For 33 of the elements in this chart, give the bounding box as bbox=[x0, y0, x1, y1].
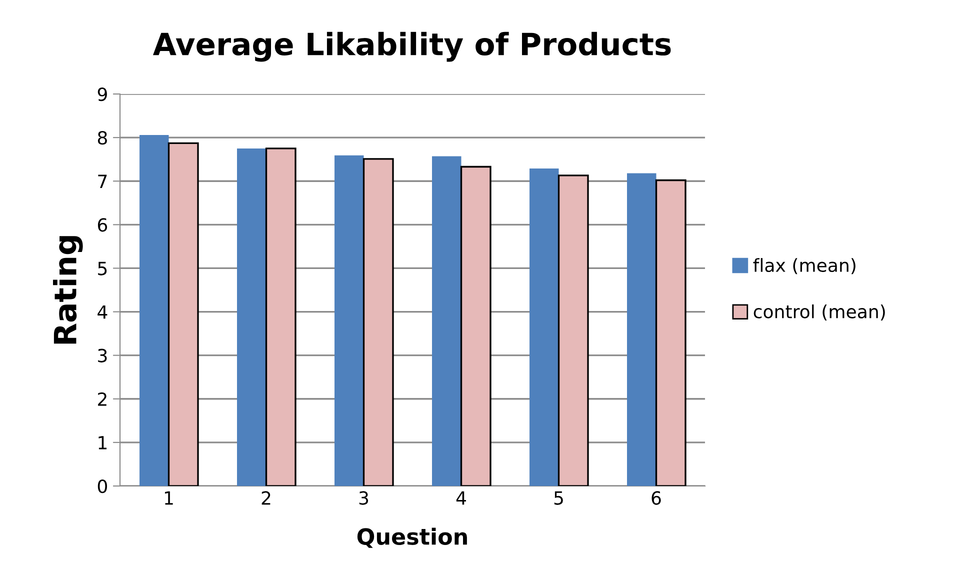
x-axis-title: Question bbox=[357, 528, 467, 548]
bar bbox=[460, 166, 492, 486]
y-tick-label: 5 bbox=[98, 262, 107, 276]
bar bbox=[265, 148, 296, 486]
bar bbox=[627, 173, 656, 486]
y-tick-label: 2 bbox=[98, 392, 106, 406]
y-tick-label: 6 bbox=[98, 218, 108, 232]
y-axis-title: Rating bbox=[53, 236, 83, 344]
y-tick-label: 4 bbox=[98, 305, 108, 319]
legend-label: control (mean) bbox=[754, 304, 885, 321]
y-tick-label: 1 bbox=[98, 436, 107, 450]
chart-title: Average Likability of Products bbox=[152, 32, 671, 62]
x-tick-label: 2 bbox=[262, 491, 270, 505]
y-tick-label: 3 bbox=[98, 348, 107, 362]
bar bbox=[140, 134, 169, 486]
legend-label: flax (mean) bbox=[753, 258, 856, 274]
bar bbox=[558, 174, 589, 486]
x-tick-label: 5 bbox=[554, 491, 563, 505]
bar bbox=[334, 155, 364, 486]
x-tick-label: 4 bbox=[456, 491, 466, 505]
y-tick-label: 0 bbox=[98, 479, 107, 494]
bar bbox=[530, 168, 559, 486]
y-tick-label: 9 bbox=[98, 87, 107, 102]
x-tick-label: 1 bbox=[164, 491, 173, 505]
bar bbox=[432, 156, 462, 486]
bar bbox=[362, 158, 394, 486]
x-tick-label: 3 bbox=[359, 491, 368, 505]
y-tick-label: 7 bbox=[98, 174, 107, 188]
x-tick-label: 6 bbox=[652, 491, 661, 505]
bar bbox=[237, 148, 266, 486]
y-tick-label: 8 bbox=[98, 131, 107, 145]
bar bbox=[655, 179, 686, 486]
bar bbox=[168, 142, 199, 486]
